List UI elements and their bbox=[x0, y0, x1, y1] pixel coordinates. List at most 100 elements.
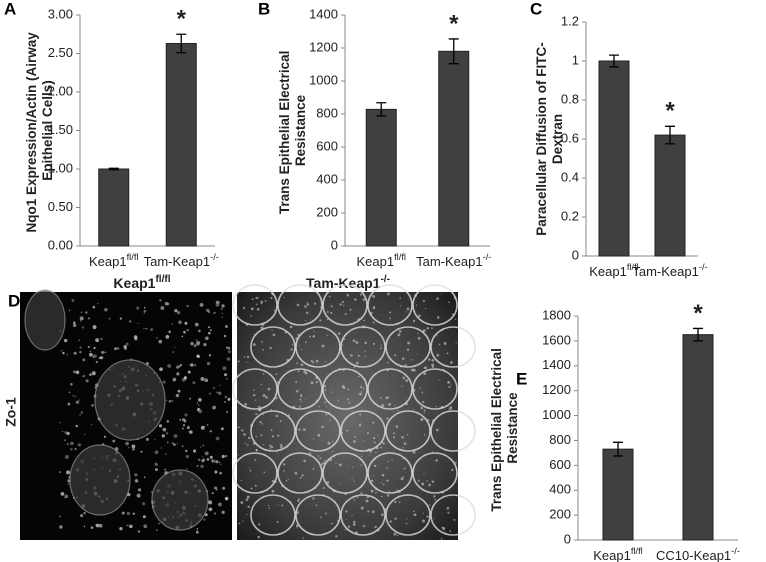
speckle bbox=[190, 341, 194, 346]
speckle bbox=[412, 510, 415, 513]
speckle bbox=[398, 501, 401, 504]
speckle bbox=[224, 454, 228, 458]
speckle bbox=[221, 316, 223, 318]
speckle bbox=[226, 346, 228, 349]
speckle bbox=[125, 441, 129, 446]
speckle bbox=[322, 461, 326, 465]
speckle bbox=[440, 329, 443, 332]
speckle bbox=[154, 439, 156, 441]
speckle bbox=[341, 300, 345, 304]
speckle bbox=[412, 388, 416, 392]
speckle bbox=[377, 434, 379, 436]
speckle bbox=[255, 296, 258, 300]
speckle bbox=[240, 501, 244, 504]
speckle bbox=[242, 405, 245, 408]
speckle bbox=[189, 397, 191, 400]
speckle bbox=[196, 465, 199, 467]
speckle bbox=[305, 319, 307, 322]
speckle bbox=[195, 339, 198, 341]
speckle bbox=[312, 497, 315, 500]
bar bbox=[682, 334, 714, 541]
speckle bbox=[202, 444, 205, 447]
speckle bbox=[208, 500, 213, 505]
speckle bbox=[129, 524, 133, 529]
y-tick-label: 3.00 bbox=[48, 6, 73, 21]
speckle bbox=[344, 313, 347, 315]
speckle bbox=[319, 457, 322, 460]
speckle bbox=[372, 307, 375, 310]
y-tick-label: 1000 bbox=[542, 407, 571, 422]
speckle bbox=[177, 443, 179, 445]
speckle bbox=[360, 506, 364, 510]
speckle bbox=[451, 313, 454, 316]
speckle bbox=[350, 354, 353, 357]
speckle bbox=[446, 506, 450, 510]
speckle bbox=[317, 455, 320, 457]
speckle bbox=[203, 342, 207, 347]
speckle bbox=[312, 468, 315, 470]
speckle bbox=[271, 479, 275, 483]
speckle bbox=[382, 483, 385, 486]
speckle bbox=[397, 490, 401, 494]
speckle bbox=[209, 455, 213, 459]
speckle bbox=[250, 487, 253, 490]
speckle bbox=[417, 479, 420, 482]
speckle bbox=[75, 400, 80, 404]
speckle bbox=[73, 351, 77, 355]
speckle bbox=[221, 454, 225, 459]
speckle bbox=[214, 486, 218, 490]
speckle bbox=[290, 501, 292, 503]
y-tick-label: 1800 bbox=[542, 307, 571, 322]
speckle bbox=[450, 384, 452, 386]
speckle bbox=[295, 390, 299, 393]
speckle bbox=[63, 338, 68, 343]
speckle bbox=[119, 317, 122, 320]
speckle bbox=[275, 393, 277, 395]
speckle bbox=[327, 411, 330, 414]
speckle bbox=[345, 518, 347, 520]
speckle bbox=[353, 366, 356, 368]
speckle bbox=[62, 351, 65, 355]
speckle bbox=[324, 459, 327, 462]
speckle bbox=[209, 392, 211, 395]
speckle bbox=[186, 468, 188, 470]
speckle bbox=[309, 335, 311, 338]
speckle bbox=[345, 510, 348, 513]
speckle bbox=[161, 434, 165, 438]
speckle bbox=[217, 502, 222, 507]
speckle bbox=[421, 482, 425, 486]
speckle bbox=[324, 512, 327, 515]
speckle bbox=[272, 333, 276, 337]
speckle bbox=[90, 526, 94, 530]
speckle bbox=[200, 377, 205, 382]
speckle bbox=[362, 325, 365, 329]
speckle bbox=[280, 445, 283, 449]
speckle bbox=[196, 354, 200, 358]
speckle bbox=[273, 309, 276, 312]
speckle bbox=[346, 429, 349, 432]
speckle bbox=[335, 462, 337, 465]
speckle bbox=[440, 405, 444, 409]
speckle bbox=[165, 399, 168, 402]
speckle bbox=[275, 373, 278, 376]
speckle bbox=[386, 479, 389, 482]
speckle bbox=[304, 371, 308, 375]
speckle bbox=[245, 361, 248, 363]
cell bbox=[367, 284, 413, 326]
speckle bbox=[262, 393, 266, 397]
speckle bbox=[249, 469, 252, 472]
speckle bbox=[413, 513, 417, 517]
speckle bbox=[281, 504, 284, 507]
speckle bbox=[159, 299, 162, 302]
speckle bbox=[263, 471, 266, 474]
speckle bbox=[338, 434, 340, 437]
speckle bbox=[177, 389, 181, 393]
speckle bbox=[435, 459, 438, 462]
speckle bbox=[330, 311, 333, 315]
speckle bbox=[294, 471, 298, 475]
speckle bbox=[80, 514, 84, 518]
speckle bbox=[223, 334, 227, 338]
significance-marker: * bbox=[177, 6, 187, 33]
speckle bbox=[284, 487, 288, 490]
speckle bbox=[73, 323, 77, 328]
